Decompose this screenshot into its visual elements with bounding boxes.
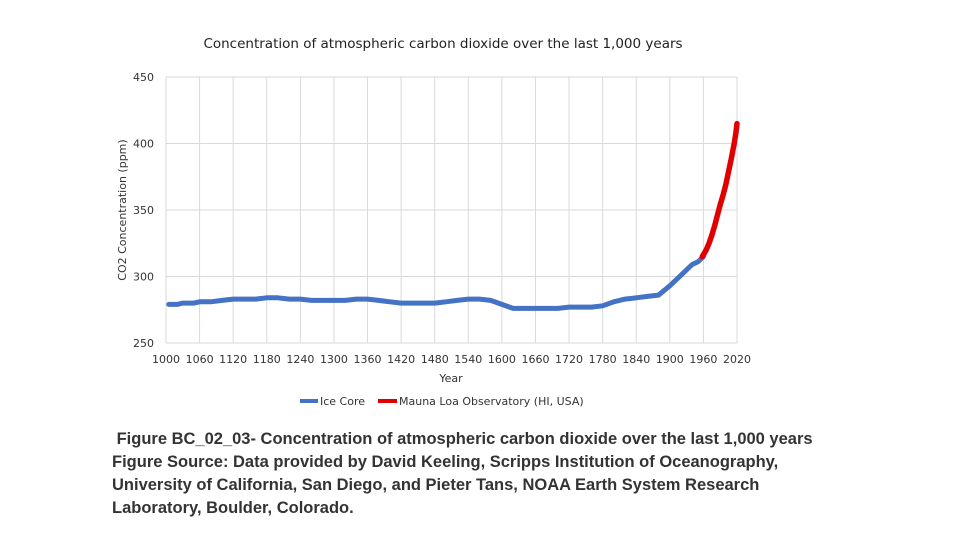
co2-line-chart: 1000 1060 1120 1180 1240 1300 1360 1420 1480 1540… [116, 71, 751, 408]
x-tick-label-1960: 1960 [689, 353, 717, 366]
series-line-mauna-loa [699, 120, 740, 260]
data-series [166, 120, 740, 311]
x-tick-label-1360: 1360 [354, 353, 382, 366]
x-tick-label-1420: 1420 [387, 353, 415, 366]
x-tick-label-1720: 1720 [555, 353, 583, 366]
x-tick-label-1840: 1840 [622, 353, 650, 366]
x-tick-label-1120: 1120 [219, 353, 247, 366]
caption-line-4: Laboratory, Boulder, Colorado. [112, 499, 354, 517]
axis-ticks: 1000 1060 1120 1180 1240 1300 1360 1420 1480 1540… [133, 71, 751, 366]
x-tick-label-1000: 1000 [152, 353, 180, 366]
legend-label-mauna-loa: Mauna Loa Observatory (HI, USA) [399, 395, 584, 408]
y-tick-label-450: 450 [133, 71, 154, 84]
y-axis-label: CO2 Concentration (ppm) [116, 139, 129, 280]
series-line-ice-core [166, 254, 706, 311]
x-tick-label-1480: 1480 [421, 353, 449, 366]
y-tick-label-300: 300 [133, 271, 154, 284]
legend: Ice Core Mauna Loa Observatory (HI, USA) [300, 395, 584, 408]
x-tick-label-1780: 1780 [589, 353, 617, 366]
y-tick-label-350: 350 [133, 204, 154, 217]
figure-caption: Figure BC_02_03- Concentration of atmosp… [112, 428, 912, 520]
x-tick-label-1600: 1600 [488, 353, 516, 366]
caption-line-3: University of California, San Diego, and… [112, 476, 760, 494]
x-tick-label-1300: 1300 [320, 353, 348, 366]
x-tick-label-2020: 2020 [723, 353, 751, 366]
x-tick-label-1900: 1900 [656, 353, 684, 366]
grid-lines [165, 76, 738, 344]
chart-title: Concentration of atmospheric carbon diox… [203, 36, 683, 52]
caption-line-2: Figure Source: Data provided by David Ke… [112, 453, 779, 471]
x-tick-label-1060: 1060 [186, 353, 214, 366]
x-tick-label-1540: 1540 [454, 353, 482, 366]
legend-label-ice-core: Ice Core [320, 395, 365, 408]
x-tick-label-1180: 1180 [253, 353, 281, 366]
caption-line-1: Figure BC_02_03- Concentration of atmosp… [112, 430, 813, 448]
x-axis-label: Year [438, 372, 463, 385]
x-tick-label-1240: 1240 [286, 353, 314, 366]
x-tick-label-1660: 1660 [521, 353, 549, 366]
y-tick-label-400: 400 [133, 138, 154, 151]
y-tick-label-250: 250 [133, 337, 154, 350]
